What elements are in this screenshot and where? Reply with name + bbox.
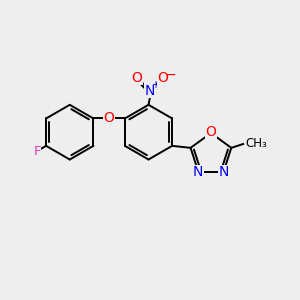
Text: N: N [193, 165, 203, 179]
Text: N: N [145, 84, 155, 98]
Text: N: N [219, 165, 229, 179]
Text: O: O [131, 70, 142, 85]
Text: F: F [33, 145, 41, 158]
Text: O: O [158, 70, 169, 85]
Text: −: − [165, 68, 176, 82]
Text: O: O [206, 125, 216, 139]
Text: O: O [104, 112, 115, 125]
Text: +: + [151, 80, 159, 90]
Text: CH₃: CH₃ [245, 137, 267, 151]
